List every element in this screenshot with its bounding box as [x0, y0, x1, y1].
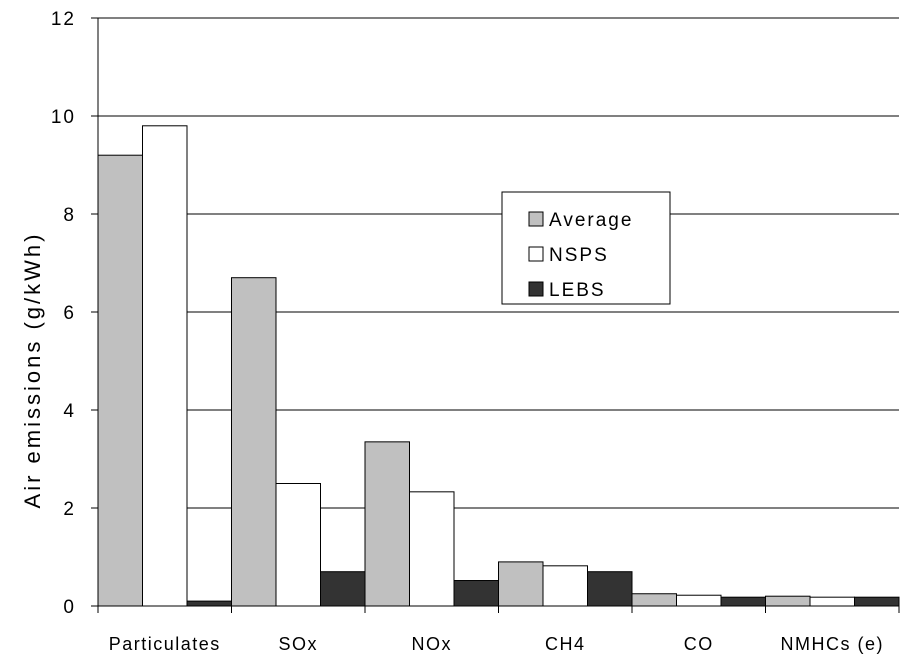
- bar-lebs-3: [587, 571, 633, 607]
- bar-average-5: [765, 595, 811, 607]
- y-tick-label: 10: [51, 107, 76, 128]
- legend-label-average: Average: [549, 210, 633, 231]
- axes: [91, 17, 900, 613]
- y-tick-label: 0: [63, 597, 76, 618]
- bar-lebs-2: [453, 580, 499, 607]
- bar-nsps-5: [809, 596, 855, 607]
- y-tick-label: 2: [63, 499, 76, 520]
- legend-swatch-average: [528, 211, 544, 227]
- legend-label-lebs: LEBS: [549, 280, 606, 301]
- legend-swatch-nsps: [528, 246, 544, 262]
- legend: Average NSPS LEBS: [501, 191, 671, 305]
- bars: [97, 125, 900, 607]
- bar-lebs-4: [720, 596, 766, 607]
- category-label: NOx: [412, 634, 453, 654]
- category-label: CO: [684, 634, 714, 654]
- category-labels: Particulates SOx NOx CH4 CO NMHCs (e): [109, 634, 885, 654]
- category-label: NMHCs (e): [781, 634, 885, 654]
- bar-lebs-0: [186, 600, 232, 607]
- y-tick-label: 8: [63, 205, 76, 226]
- y-tick-label: 4: [63, 401, 76, 422]
- bar-average-2: [364, 441, 410, 607]
- bar-lebs-1: [320, 571, 366, 607]
- legend-label-nsps: NSPS: [549, 245, 609, 266]
- bar-nsps-1: [275, 483, 321, 607]
- y-tick-labels: 0 2 4 6 8 10 12: [51, 9, 76, 618]
- category-label: Particulates: [109, 634, 221, 654]
- bar-nsps-0: [142, 125, 188, 607]
- bar-average-0: [97, 154, 143, 607]
- category-label: CH4: [545, 634, 586, 654]
- y-axis-title: Air emissions (g/kWh): [20, 232, 45, 509]
- bar-average-4: [631, 593, 677, 607]
- gridlines: [98, 17, 899, 509]
- bar-average-1: [231, 277, 277, 607]
- bar-nsps-2: [409, 491, 455, 607]
- bar-nsps-4: [676, 594, 722, 607]
- bar-average-3: [498, 561, 544, 607]
- bar-lebs-5: [854, 596, 900, 607]
- bar-nsps-3: [542, 565, 588, 607]
- legend-swatch-lebs: [528, 281, 544, 297]
- y-tick-label: 6: [63, 303, 76, 324]
- y-tick-label: 12: [51, 9, 76, 30]
- category-label: SOx: [278, 634, 318, 654]
